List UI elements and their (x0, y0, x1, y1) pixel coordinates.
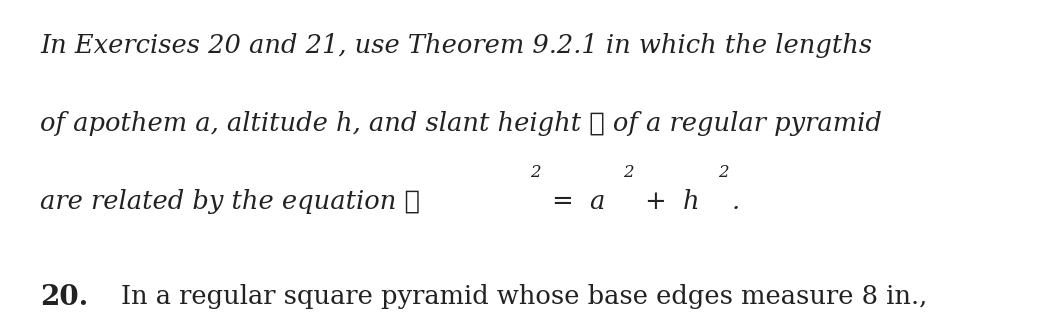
Text: 2: 2 (717, 164, 729, 181)
Text: =  a: = a (544, 189, 605, 214)
Text: In Exercises 20 and 21, use Theorem 9.2.1 in which the lengths: In Exercises 20 and 21, use Theorem 9.2.… (40, 33, 871, 58)
Text: .: . (732, 189, 739, 214)
Text: 20.: 20. (40, 284, 88, 311)
Text: 2: 2 (623, 164, 634, 181)
Text: of apothem a, altitude h, and slant height ℓ of a regular pyramid: of apothem a, altitude h, and slant heig… (40, 111, 882, 136)
Text: In a regular square pyramid whose base edges measure 8 in.,: In a regular square pyramid whose base e… (121, 284, 927, 309)
Text: 2: 2 (530, 164, 541, 181)
Text: +  h: + h (637, 189, 699, 214)
Text: are related by the equation ℓ: are related by the equation ℓ (40, 189, 420, 214)
